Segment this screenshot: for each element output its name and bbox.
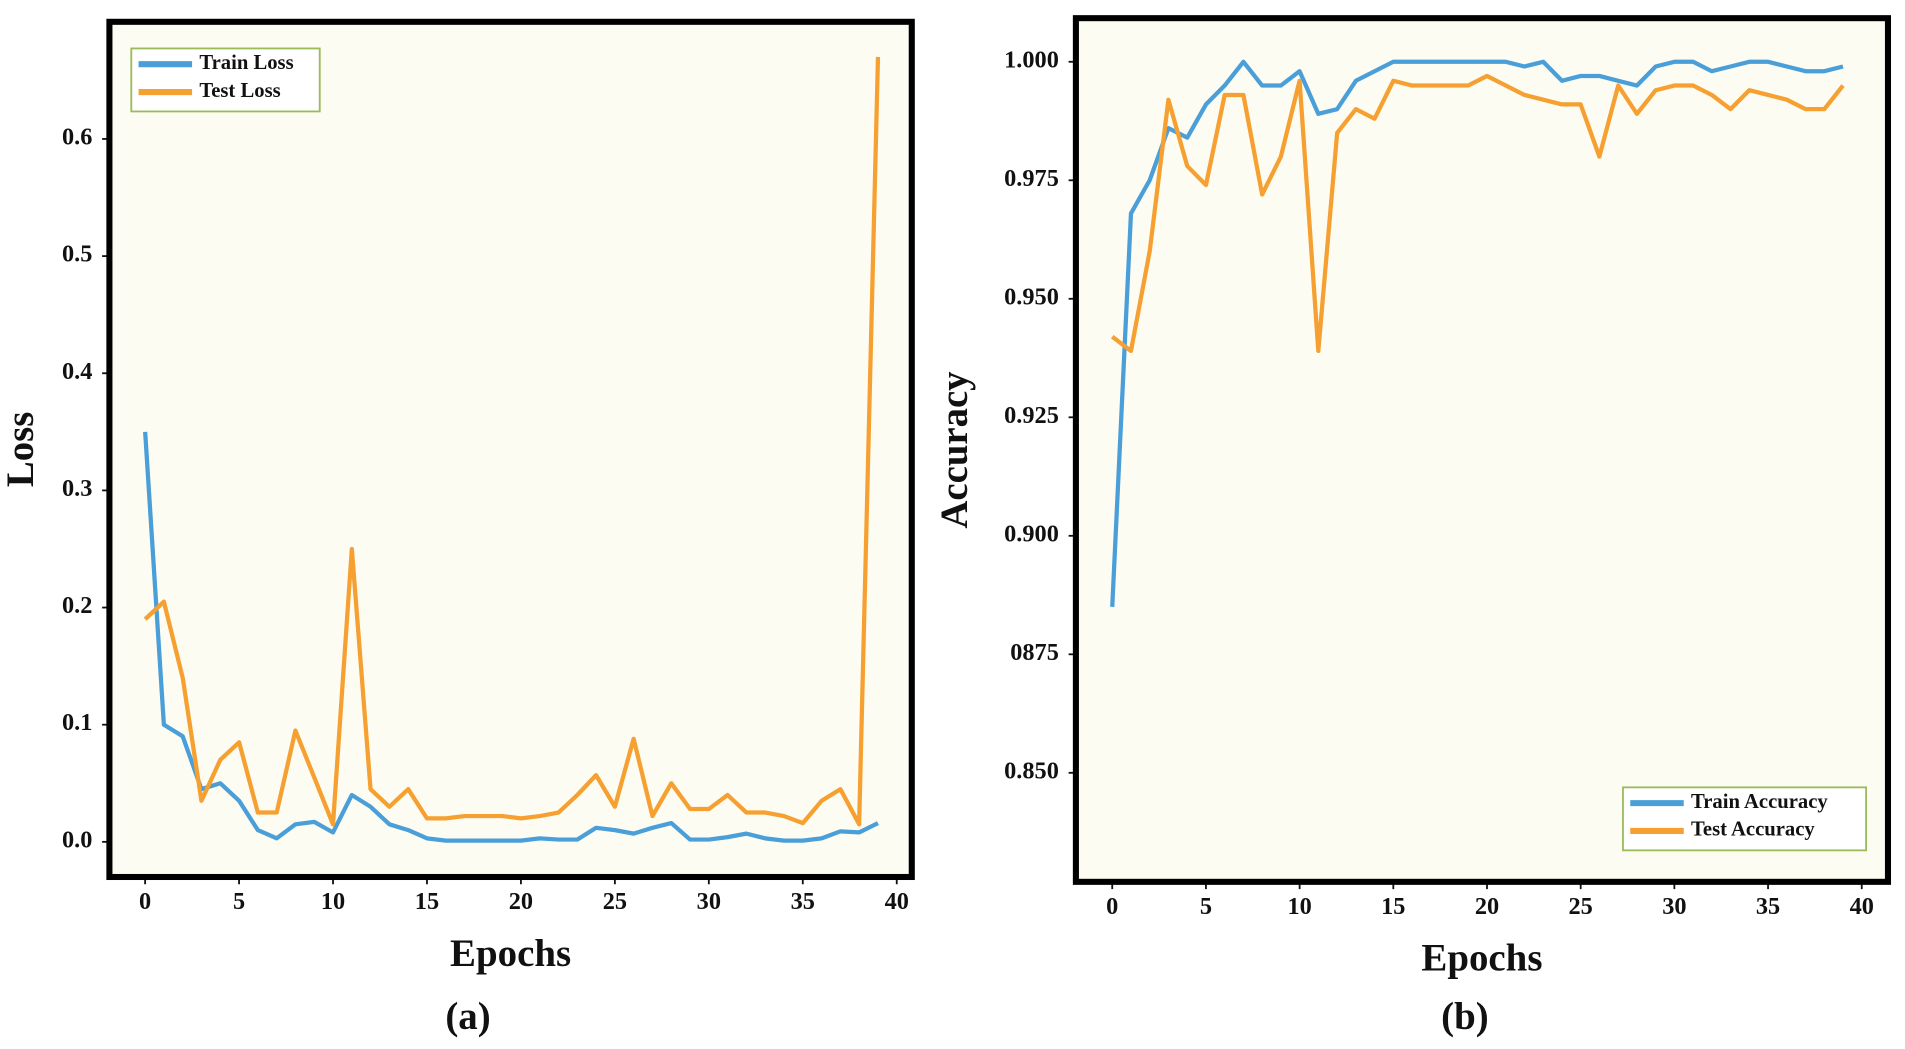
- series-line: [143, 431, 879, 843]
- x-tick-label: 0: [1106, 893, 1118, 920]
- x-tick-label: 40: [885, 888, 909, 915]
- x-tick-label: 15: [1381, 893, 1405, 920]
- legend-label: Test Accuracy: [1691, 819, 1815, 841]
- y-tick-label: 0.0: [62, 826, 92, 853]
- x-tick-label: 25: [1569, 893, 1593, 920]
- y-axis-label: Accuracy: [933, 371, 976, 529]
- y-tick-label: 0.925: [1004, 402, 1059, 429]
- x-tick-label: 5: [1200, 893, 1212, 920]
- y-tick-label: 0875: [1010, 639, 1059, 666]
- x-tick-label: 30: [697, 888, 721, 915]
- x-axis-label: Epochs: [450, 932, 571, 975]
- x-tick-label: 15: [415, 888, 439, 915]
- y-tick-label: 0.2: [62, 592, 92, 619]
- x-tick-label: 20: [1475, 893, 1499, 920]
- legend-box: [1622, 786, 1868, 852]
- y-tick-label: 0.1: [62, 709, 92, 736]
- plot-frame: [1072, 15, 1892, 885]
- legend-box: [130, 47, 321, 113]
- figure-caption: (a): [445, 995, 490, 1038]
- y-tick-label: 1.000: [1004, 46, 1059, 73]
- x-tick-label: 40: [1850, 893, 1874, 920]
- x-axis-label: Epochs: [1421, 937, 1542, 980]
- plot-frame: [106, 18, 915, 881]
- x-tick-label: 25: [603, 888, 627, 915]
- x-tick-label: 0: [139, 888, 151, 915]
- plot-area: [1075, 18, 1888, 882]
- legend-label: Train Accuracy: [1691, 791, 1828, 813]
- x-tick-label: 10: [321, 888, 345, 915]
- y-axis-label: Loss: [0, 412, 42, 487]
- y-tick-label: 0.950: [1004, 283, 1059, 310]
- x-tick-label: 35: [1756, 893, 1780, 920]
- series-line: [143, 56, 881, 827]
- y-tick-label: 0.975: [1004, 165, 1059, 192]
- series-line: [1110, 73, 1845, 354]
- legend-label: Test Loss: [199, 80, 280, 102]
- legend-label: Train Loss: [199, 52, 293, 74]
- y-tick-label: 0.6: [62, 124, 92, 151]
- y-tick-label: 0.4: [62, 358, 92, 385]
- x-tick-label: 10: [1287, 893, 1311, 920]
- x-tick-label: 35: [791, 888, 815, 915]
- y-tick-label: 0.850: [1004, 757, 1059, 784]
- x-tick-label: 5: [233, 888, 245, 915]
- figure-caption: (b): [1441, 995, 1489, 1038]
- y-tick-label: 0.3: [62, 475, 92, 502]
- y-tick-label: 0.5: [62, 241, 92, 268]
- series-line: [1110, 59, 1844, 607]
- plot-area: [109, 21, 912, 877]
- x-tick-label: 20: [509, 888, 533, 915]
- x-tick-label: 30: [1662, 893, 1686, 920]
- y-tick-label: 0.900: [1004, 520, 1059, 547]
